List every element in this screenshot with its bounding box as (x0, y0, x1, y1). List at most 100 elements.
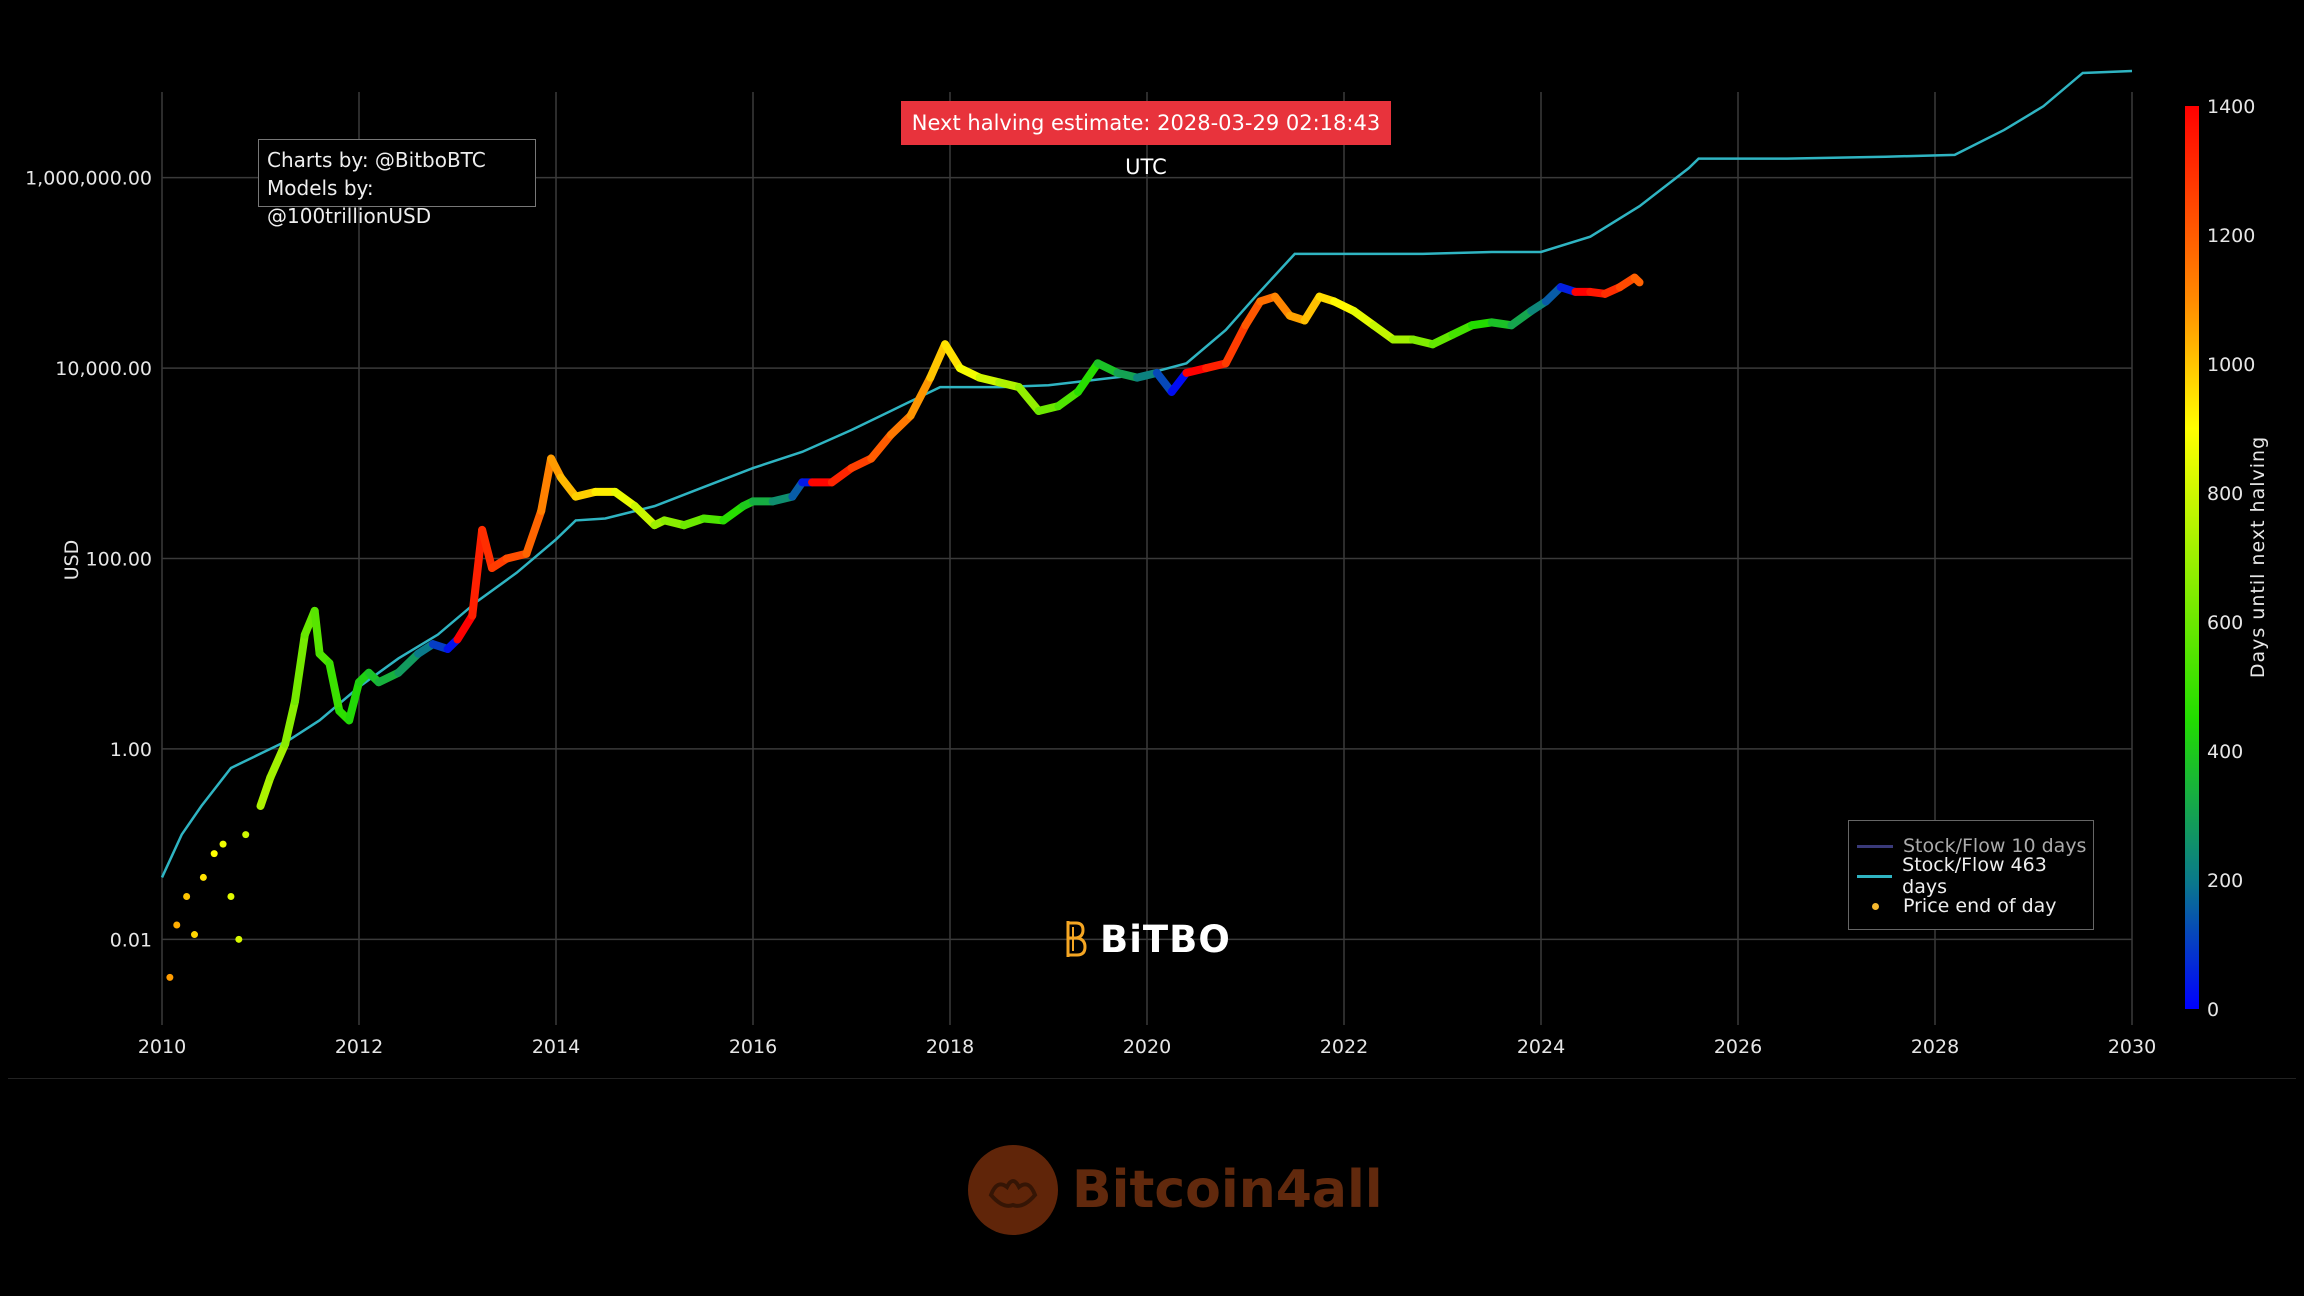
colorbar-tick-label: 1000 (2207, 354, 2255, 376)
price-point (166, 973, 174, 981)
x-tick-label: 2014 (532, 1036, 580, 1058)
x-tick-label: 2030 (2108, 1036, 2156, 1058)
y-tick-label: 1.00 (110, 739, 152, 761)
price-segment (611, 487, 639, 511)
grid (161, 92, 2133, 1025)
price-segment (719, 502, 748, 525)
price-segment (1054, 387, 1083, 411)
halving-banner: Next halving estimate: 2028-03-29 02:18:… (901, 101, 1391, 179)
x-tick-label: 2028 (1911, 1036, 1959, 1058)
price-point (183, 892, 191, 900)
colorbar-tick-label: 0 (2207, 999, 2219, 1021)
x-tick-label: 2010 (138, 1036, 186, 1058)
price-segment (1300, 292, 1324, 325)
bitbo-logo: BiTBO (1062, 914, 1231, 964)
legend-item-price[interactable]: Price end of day (1849, 891, 2093, 921)
price-segment (1630, 273, 1644, 287)
y-axis-label: USD (61, 540, 83, 581)
colorbar-tick-label: 1400 (2207, 96, 2255, 118)
price-segment (886, 411, 915, 439)
price-segment (478, 525, 496, 573)
price-segment (906, 373, 935, 420)
legend-swatch-price (1857, 902, 1893, 910)
colorbar (2185, 106, 2199, 1009)
price-segment (1369, 321, 1398, 344)
credits-models: Models by: @100trillionUSD (267, 176, 432, 228)
price-segment (345, 678, 363, 725)
price-segment (325, 659, 344, 715)
price-segment (256, 773, 275, 811)
x-axis-ticks: 2010 2012 2014 2016 2018 2020 2022 2024 2026 2028… (138, 1036, 2156, 1058)
y-axis-ticks: 0.01 1.00 100.00 10,000.00 1,000,000.00 (25, 168, 152, 952)
x-tick-label: 2012 (335, 1036, 383, 1058)
legend-item-sf463[interactable]: Stock/Flow 463 days (1849, 854, 2093, 898)
price-segment (827, 464, 856, 487)
price-segment (394, 649, 423, 677)
price-segment (1014, 383, 1043, 415)
price-segment (1221, 321, 1250, 368)
price-series (166, 273, 1644, 981)
price-point (173, 921, 181, 929)
price-point (235, 935, 243, 943)
price-point (227, 892, 235, 900)
x-tick-label: 2018 (926, 1036, 974, 1058)
x-tick-label: 2022 (1320, 1036, 1368, 1058)
hands-icon (968, 1145, 1058, 1235)
price-point (242, 831, 250, 839)
price-point (191, 931, 199, 939)
colorbar-gradient (2185, 106, 2199, 1009)
x-tick-label: 2026 (1714, 1036, 1762, 1058)
price-segment (1241, 297, 1265, 330)
price-segment (941, 340, 964, 373)
price-segment (266, 740, 290, 782)
colorbar-ticks: 0 200 400 600 800 1000 1200 1400 (2207, 96, 2255, 1021)
y-tick-label: 10,000.00 (55, 358, 152, 380)
price-segment (1507, 306, 1536, 330)
price-segment (310, 606, 324, 658)
credits-charts: Charts by: @BitboBTC (267, 148, 486, 172)
legend-swatch-sf10 (1857, 844, 1893, 848)
price-segment (867, 430, 895, 463)
price-segment (537, 454, 556, 515)
price-segment (1074, 359, 1102, 396)
price-segment (453, 611, 477, 644)
x-tick-label: 2020 (1123, 1036, 1171, 1058)
colorbar-tick-label: 600 (2207, 612, 2243, 634)
legend: Stock/Flow 10 days Stock/Flow 463 days P… (1848, 820, 2094, 930)
price-segment (522, 506, 546, 558)
price-segment (556, 473, 580, 501)
price-segment (281, 697, 299, 749)
y-tick-label: 1,000,000.00 (25, 168, 152, 190)
legend-item-sf10[interactable]: Stock/Flow 10 days (1849, 831, 2093, 861)
legend-swatch-sf463 (1857, 874, 1893, 878)
legend-label: Stock/Flow 463 days (1902, 854, 2047, 898)
bitbo-b-icon (1066, 921, 1087, 957)
price-segment (1349, 306, 1378, 330)
y-tick-label: 100.00 (86, 549, 152, 571)
colorbar-tick-label: 800 (2207, 483, 2243, 505)
price-segment (1271, 292, 1294, 320)
price-segment (1167, 368, 1191, 396)
price-point (199, 873, 207, 881)
y-tick-label: 0.01 (110, 929, 152, 951)
price-point (210, 850, 218, 858)
credits-box: Charts by: @BitboBTC Models by: @100tril… (258, 139, 536, 228)
x-tick-label: 2024 (1517, 1036, 1565, 1058)
watermark-text: Bitcoin4all (1072, 1160, 1383, 1220)
price-segment (468, 525, 487, 620)
bitcoin4all-watermark: Bitcoin4all (968, 1142, 1383, 1238)
colorbar-tick-label: 400 (2207, 741, 2243, 763)
price-segment (630, 502, 659, 530)
colorbar-tick-label: 1200 (2207, 225, 2255, 247)
x-tick-label: 2016 (729, 1036, 777, 1058)
colorbar-tick-label: 200 (2207, 870, 2243, 892)
legend-label: Price end of day (1903, 895, 2057, 917)
price-point (219, 840, 227, 848)
bitbo-wordmark: BiTBO (1100, 917, 1231, 961)
colorbar-label: Days until next halving (2247, 436, 2269, 678)
legend-label: Stock/Flow 10 days (1903, 835, 2087, 857)
divider (8, 1078, 2296, 1079)
price-segment (290, 630, 309, 706)
price-segment (926, 340, 950, 382)
